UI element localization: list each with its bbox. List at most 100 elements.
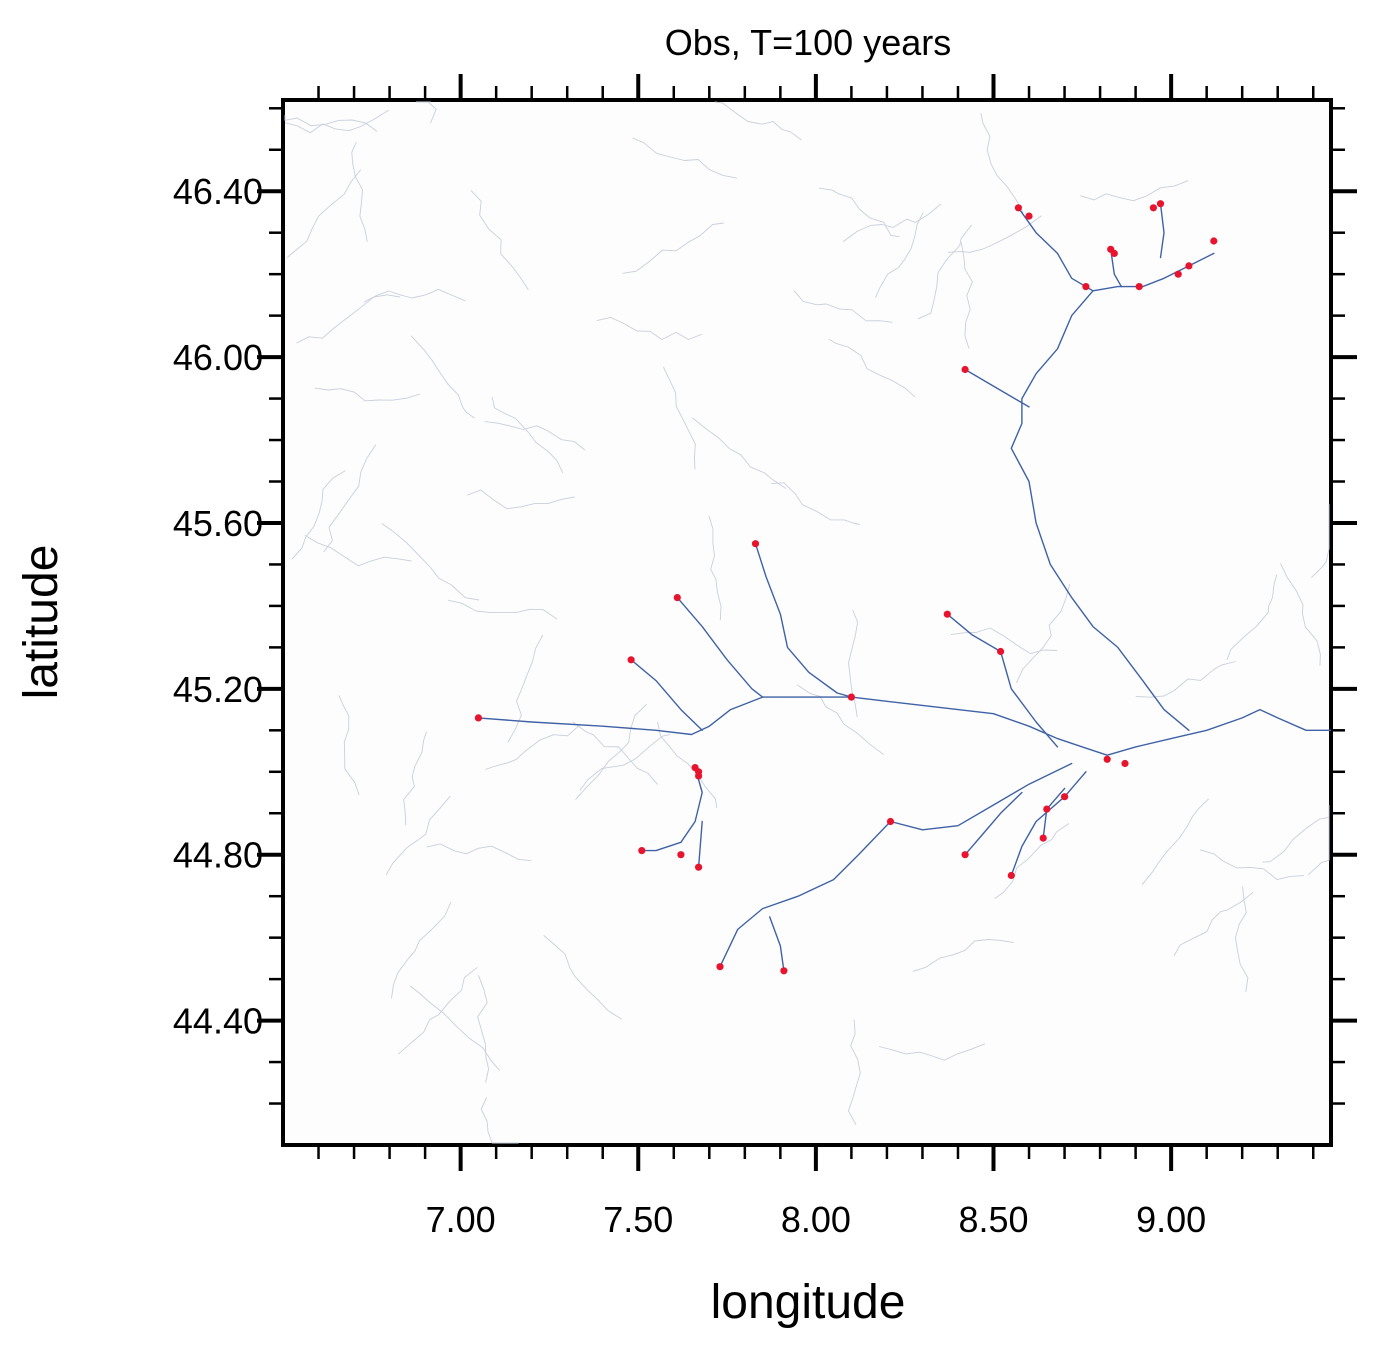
station-point <box>1174 270 1182 278</box>
river-po-upper <box>641 766 703 852</box>
minor-stream <box>912 939 1014 972</box>
river-ticino-branch-3 <box>964 368 1030 408</box>
minor-stream <box>426 843 532 862</box>
minor-stream <box>1226 574 1278 661</box>
station-point <box>780 967 788 975</box>
y-tick-label: 44.40 <box>173 1001 263 1042</box>
station-point <box>943 610 951 618</box>
minor-stream <box>480 1097 519 1144</box>
minor-stream <box>448 599 558 620</box>
minor-stream <box>467 489 575 510</box>
station-point <box>474 714 482 722</box>
river-stura <box>676 596 764 698</box>
station-point <box>1043 805 1051 813</box>
y-tick-label: 46.40 <box>173 171 263 212</box>
station-point <box>677 851 685 859</box>
minor-stream <box>470 189 529 291</box>
minor-stream <box>994 823 1070 900</box>
minor-stream <box>291 470 346 560</box>
minor-stream <box>1307 817 1330 876</box>
minor-stream <box>575 703 648 800</box>
station-point <box>1149 204 1157 212</box>
minor-stream <box>304 534 412 567</box>
river-po-upper-2 <box>697 820 703 868</box>
station-point <box>673 594 681 602</box>
minor-stream <box>1141 798 1209 885</box>
minor-stream <box>381 523 480 601</box>
y-tick-label: 46.00 <box>173 337 263 378</box>
station-point <box>1103 755 1111 763</box>
minor-stream <box>416 101 437 124</box>
stations-layer <box>474 200 1218 975</box>
minor-stream <box>796 684 884 756</box>
station-point <box>1185 262 1193 270</box>
y-tick-labels: 44.40 44.80 45.20 45.60 46.00 46.40 <box>173 171 263 1041</box>
minor-stream <box>477 975 490 1083</box>
x-tick-label: 7.50 <box>603 1199 673 1240</box>
minor-stream <box>714 101 802 141</box>
minor-stream <box>960 242 973 349</box>
station-point <box>997 647 1005 656</box>
minor-stream <box>878 1043 986 1061</box>
minor-stream <box>403 731 427 826</box>
minor-stream <box>543 935 622 1020</box>
minor-stream <box>397 966 478 1055</box>
minor-stream <box>596 316 702 340</box>
station-point <box>695 772 703 780</box>
river-orco <box>754 543 853 698</box>
x-axis-label: longitude <box>711 1276 906 1329</box>
river-bormida <box>964 791 1023 856</box>
minor-stream <box>485 724 581 770</box>
station-point <box>1025 212 1033 220</box>
station-point <box>1135 283 1143 291</box>
minor-stream <box>1310 504 1330 579</box>
station-point <box>716 963 724 971</box>
minor-stream <box>351 142 368 242</box>
minor-stream <box>622 222 724 274</box>
minor-stream <box>391 902 452 999</box>
minor-stream <box>314 387 421 402</box>
river-ticino-branch <box>1159 203 1165 259</box>
y-tick-label: 45.20 <box>173 669 263 710</box>
station-point <box>1007 871 1015 880</box>
minor-stream <box>662 366 696 470</box>
minor-stream <box>980 112 1024 214</box>
station-point <box>1110 249 1118 257</box>
station-point <box>627 656 635 664</box>
station-point <box>1039 834 1047 842</box>
minor-stream <box>410 335 475 419</box>
station-point <box>1061 793 1069 801</box>
x-tick-label: 9.00 <box>1136 1199 1206 1240</box>
minor-stream <box>632 137 737 179</box>
minor-stream <box>1015 583 1071 683</box>
station-point <box>847 693 856 701</box>
minor-stream <box>771 482 860 525</box>
station-point <box>1082 283 1090 291</box>
minor-stream <box>1173 891 1254 957</box>
river-ticino-lower <box>1010 290 1190 731</box>
minor-stream <box>828 338 916 398</box>
minor-stream <box>572 721 659 785</box>
chart-title: Obs, T=100 years <box>665 22 952 63</box>
minor-stream <box>874 212 924 298</box>
minor-stream <box>842 203 942 243</box>
station-point <box>638 847 646 855</box>
river-sesia <box>946 613 1059 748</box>
x-tick-label: 8.50 <box>958 1199 1028 1240</box>
minor-stream <box>657 721 718 809</box>
minor-stream <box>338 695 360 796</box>
station-point <box>1014 204 1023 212</box>
river-tanaro-branch <box>769 916 785 972</box>
minor-stream <box>579 733 671 791</box>
minor-stream <box>917 224 973 320</box>
minor-stream <box>296 294 400 344</box>
station-point <box>695 863 703 871</box>
minor-stream <box>819 187 900 238</box>
river-dora <box>630 659 703 731</box>
station-point <box>751 540 760 548</box>
y-tick-label: 44.80 <box>173 835 263 876</box>
minor-stream <box>1280 563 1321 666</box>
minor-stream <box>287 169 362 258</box>
axis-ticks <box>257 74 1357 1171</box>
minor-stream <box>1235 886 1249 992</box>
